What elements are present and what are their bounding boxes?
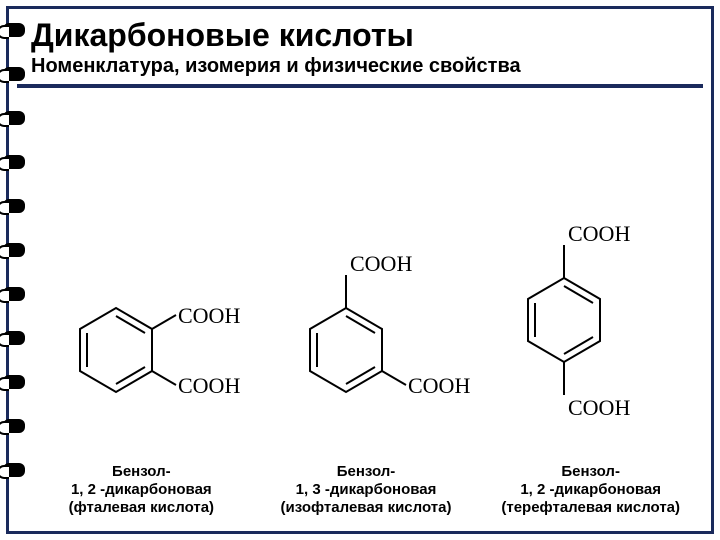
caption-line: 1, 3 -дикарбоновая: [296, 481, 437, 498]
spiral-ring: [3, 419, 25, 433]
subtitle: Номенклатура, изомерия и физические свой…: [31, 55, 689, 78]
main-title: Дикарбоновые кислоты: [31, 19, 689, 53]
caption-line: (терефталевая кислота): [501, 499, 680, 516]
molecule-terephthalic: COOH COOH Бензол- 1, 2 -дикарбоновая (те…: [480, 155, 701, 517]
structure-isophthalic: COOH COOH: [256, 175, 476, 455]
spiral-ring: [3, 287, 25, 301]
caption-terephthalic: Бензол- 1, 2 -дикарбоновая (терефталевая…: [501, 463, 680, 517]
spiral-ring: [3, 23, 25, 37]
caption-line: Бензол-: [112, 463, 171, 480]
spiral-ring: [3, 463, 25, 477]
molecule-phthalic: COOH COOH Бензол- 1, 2 -дикарбоновая (фт…: [31, 175, 252, 517]
molecule-isophthalic: COOH COOH Бензол- 1, 3 -дикарбоновая (из…: [256, 175, 477, 517]
cooh-label: COOH: [178, 373, 240, 398]
caption-line: 1, 2 -дикарбоновая: [71, 481, 212, 498]
molecule-row: COOH COOH Бензол- 1, 2 -дикарбоновая (фт…: [31, 109, 701, 517]
caption-line: (фталевая кислота): [69, 499, 214, 516]
caption-phthalic: Бензол- 1, 2 -дикарбоновая (фталевая кис…: [69, 463, 214, 517]
spiral-binding: [3, 23, 25, 477]
cooh-label: COOH: [178, 303, 240, 328]
caption-line: Бензол-: [561, 463, 620, 480]
caption-line: (изофталевая кислота): [281, 499, 452, 516]
spiral-ring: [3, 111, 25, 125]
structure-terephthalic: COOH COOH: [486, 155, 696, 455]
cooh-label: COOH: [350, 251, 412, 276]
cooh-label: COOH: [568, 395, 630, 420]
spiral-ring: [3, 375, 25, 389]
cooh-label: COOH: [408, 373, 470, 398]
structure-phthalic: COOH COOH: [36, 175, 246, 455]
spiral-ring: [3, 331, 25, 345]
spiral-ring: [3, 199, 25, 213]
caption-isophthalic: Бензол- 1, 3 -дикарбоновая (изофталевая …: [281, 463, 452, 517]
spiral-ring: [3, 243, 25, 257]
spiral-ring: [3, 67, 25, 81]
cooh-label: COOH: [568, 221, 630, 246]
caption-line: 1, 2 -дикарбоновая: [520, 481, 661, 498]
heading-block: Дикарбоновые кислоты Номенклатура, изоме…: [17, 9, 703, 88]
slide-frame: Дикарбоновые кислоты Номенклатура, изоме…: [6, 6, 714, 534]
spiral-ring: [3, 155, 25, 169]
caption-line: Бензол-: [337, 463, 396, 480]
